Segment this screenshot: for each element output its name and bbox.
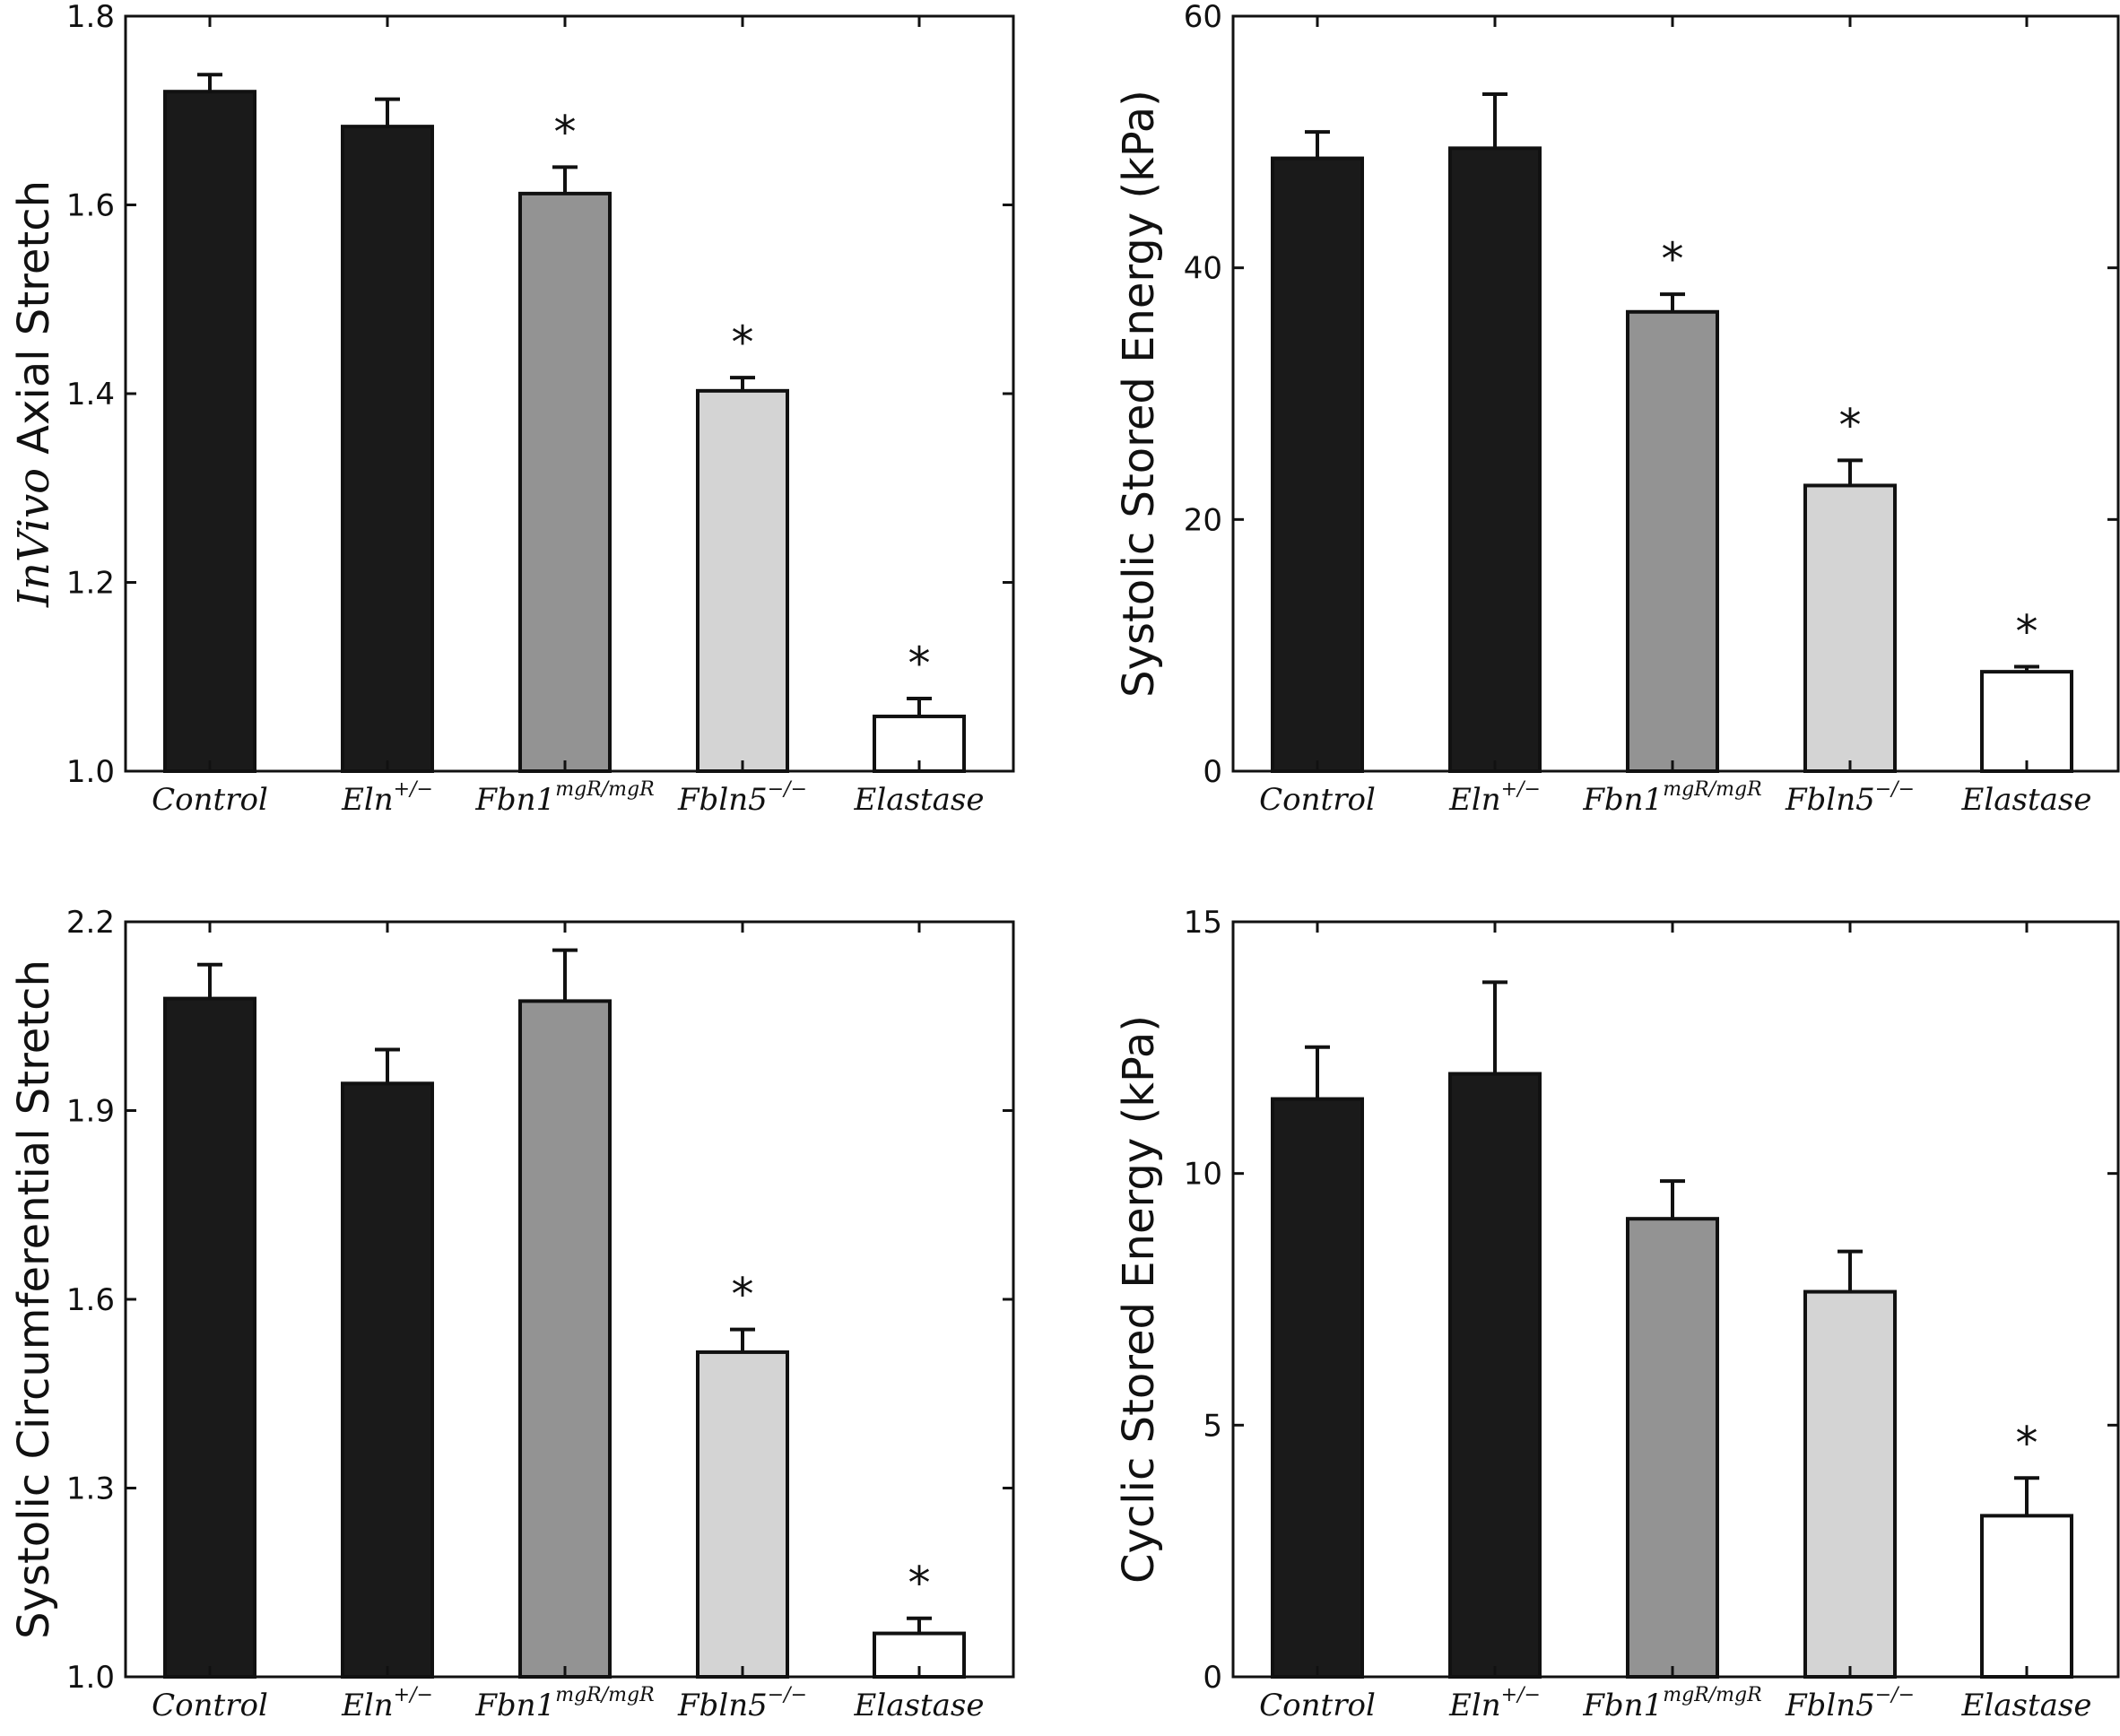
bar [1271, 1097, 1364, 1679]
x-tick-label: Elastase [854, 1688, 985, 1723]
x-tick-label: Control [152, 1688, 268, 1723]
bar [696, 388, 789, 773]
x-tick-label: Fbln5−/− [1785, 1684, 1915, 1723]
y-tick-label: 1.8 [66, 0, 115, 35]
bar [696, 1350, 789, 1679]
x-tick-label: Fbln5−/− [677, 778, 807, 818]
y-tick-label: 15 [1184, 905, 1222, 941]
y-tick-label: 0 [1203, 1660, 1222, 1696]
bar [1803, 483, 1897, 774]
bar [1448, 1072, 1542, 1680]
y-tick-label: 20 [1184, 502, 1222, 538]
bar [1980, 670, 2073, 773]
y-tick-label: 1.3 [66, 1471, 115, 1507]
bar [1980, 1514, 2073, 1679]
x-tick-label: Eln+/− [341, 1684, 433, 1723]
axes-frame [1231, 920, 2120, 1679]
y-tick-label: 2.2 [66, 905, 115, 941]
y-tick-label: 1.6 [66, 188, 115, 224]
chart-panel-invivo-axial: * * * 1.0 1.2 1.4 1.6 1.8 Control Eln+/− Fbn1mgR/m… [9, 0, 1015, 818]
y-tick-label: 60 [1184, 0, 1222, 35]
y-axis-label: Cyclic Stored Energy (kPa) [1114, 1015, 1164, 1584]
bar [341, 125, 434, 773]
bar [1803, 1289, 1897, 1679]
x-tick-label: Fbn1mgR/mgR [1582, 778, 1761, 818]
bar [1448, 146, 1542, 774]
x-tick-label: Elastase [1961, 782, 2092, 818]
significance-star: * [732, 317, 754, 369]
y-axis-label: Systolic Stored Energy (kPa) [1114, 90, 1164, 698]
bar [1626, 1217, 1719, 1679]
significance-star: * [1839, 399, 1862, 451]
y-tick-label: 1.9 [66, 1094, 115, 1130]
y-tick-label: 1.4 [66, 377, 115, 412]
y-tick-label: 1.0 [66, 754, 115, 790]
significance-star: * [2016, 1417, 2038, 1469]
chart-panel-systolic-energy: * * * 0 20 40 60 Control Eln+/− Fbn1mgR/mgR Fbln5−… [1114, 0, 2120, 818]
chart-panel-systolic-circ: * * 1.0 1.3 1.6 1.9 2.2 Control Eln+/− Fbn1mgR/mg… [9, 905, 1015, 1723]
y-tick-label: 0 [1203, 754, 1222, 790]
y-tick-label: 1.0 [66, 1660, 115, 1696]
y-axis-label: InVivo Axial Stretch [9, 180, 59, 608]
x-tick-label: Fbln5−/− [677, 1684, 807, 1723]
bar [1271, 156, 1364, 773]
significance-star: * [908, 638, 931, 690]
chart-panel-cyclic-energy: * 0 5 10 15 Control Eln+/− Fbn1mgR/mgR Fbln5−/− E… [1114, 905, 2120, 1723]
bar [518, 999, 612, 1680]
axes-frame [1231, 14, 2120, 773]
bar [341, 1081, 434, 1680]
x-tick-label: Eln+/− [341, 778, 433, 818]
significance-star: * [2016, 606, 2038, 658]
x-tick-label: Control [1259, 782, 1376, 818]
x-tick-label: Eln+/− [1448, 1684, 1541, 1723]
x-tick-label: Control [1259, 1688, 1376, 1723]
significance-star: * [554, 106, 577, 158]
y-tick-label: 40 [1184, 251, 1222, 287]
bar [163, 90, 256, 773]
significance-star: * [732, 1269, 754, 1321]
y-axis-label: Systolic Circumferential Stretch [9, 959, 59, 1639]
y-tick-label: 5 [1203, 1408, 1222, 1444]
bar [518, 191, 612, 773]
significance-star: * [1662, 233, 1684, 285]
x-tick-label: Elastase [854, 782, 985, 818]
bar [163, 996, 256, 1680]
x-tick-label: Elastase [1961, 1688, 2092, 1723]
x-tick-label: Control [152, 782, 268, 818]
y-tick-label: 10 [1184, 1157, 1222, 1193]
x-tick-label: Fbn1mgR/mgR [474, 778, 654, 818]
x-tick-label: Fbn1mgR/mgR [1582, 1684, 1761, 1723]
x-tick-label: Eln+/− [1448, 778, 1541, 818]
y-tick-label: 1.2 [66, 566, 115, 602]
bar [1626, 309, 1719, 773]
x-tick-label: Fbn1mgR/mgR [474, 1684, 654, 1723]
x-tick-label: Fbln5−/− [1785, 778, 1915, 818]
y-tick-label: 1.6 [66, 1282, 115, 1318]
significance-star: * [908, 1558, 931, 1610]
